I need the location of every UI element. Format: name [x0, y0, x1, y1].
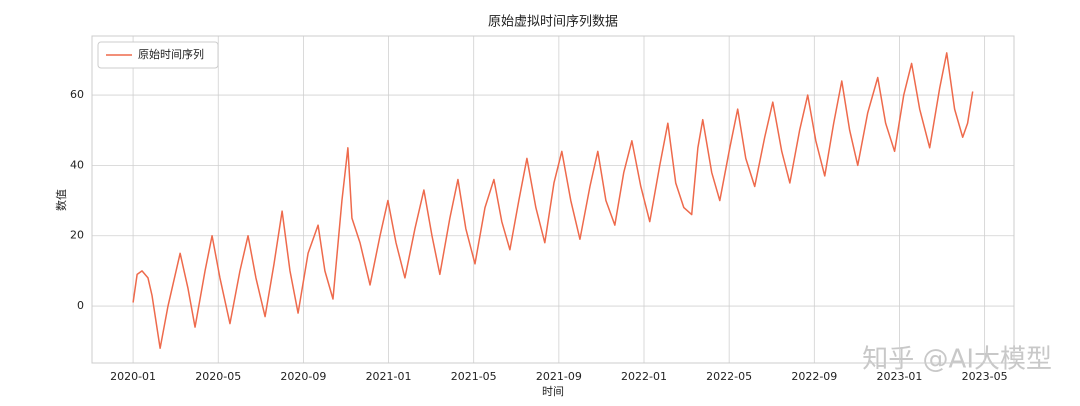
watermark: 知乎 @AI大模型 — [862, 345, 1052, 375]
x-axis-label: 时间 — [542, 385, 564, 398]
legend-label: 原始时间序列 — [138, 47, 204, 61]
chart-title: 原始虚拟时间序列数据 — [488, 15, 618, 30]
x-tick-label: 2022-01 — [621, 370, 667, 383]
x-tick-label: 2020-09 — [280, 370, 326, 383]
x-tick-label: 2021-09 — [536, 370, 582, 383]
data-line — [132, 52, 974, 349]
y-tick-label: 0 — [77, 299, 84, 312]
x-tick-label: 2023-05 — [962, 370, 1008, 383]
x-tick-label: 2021-05 — [451, 370, 497, 383]
x-tick-label: 2022-09 — [791, 370, 837, 383]
y-tick-label: 20 — [70, 229, 84, 242]
y-tick-label: 60 — [70, 88, 84, 101]
y-tick-label: 40 — [70, 158, 84, 171]
x-tick-label: 2021-01 — [366, 370, 412, 383]
x-tick-label: 2022-05 — [706, 370, 752, 383]
x-tick-label: 2020-05 — [195, 370, 241, 383]
plot-frame — [91, 35, 1015, 364]
legend-box — [97, 41, 219, 69]
y-axis-label: 数值 — [55, 189, 68, 211]
x-tick-label: 2020-01 — [110, 370, 156, 383]
x-tick-label: 2023-01 — [876, 370, 922, 383]
